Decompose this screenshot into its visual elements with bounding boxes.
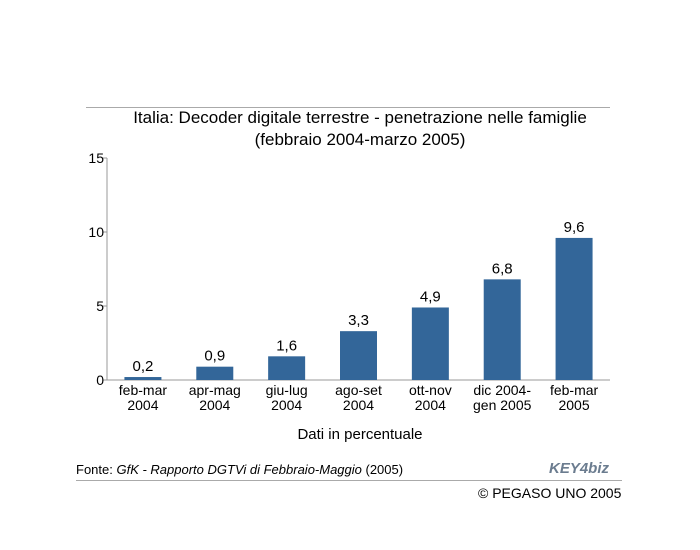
x-tick-label: 2004	[199, 397, 230, 413]
y-tick-label: 10	[88, 224, 104, 240]
y-tick-label: 0	[96, 372, 104, 388]
bar	[124, 377, 162, 380]
bar	[411, 307, 449, 380]
bar	[268, 356, 306, 380]
bar	[340, 331, 377, 380]
source-italic: GfK - Rapporto DGTVi di Febbraio-Maggio	[116, 462, 362, 477]
x-tick-label: gen 2005	[473, 397, 532, 413]
x-tick-label: 2004	[343, 397, 374, 413]
source-note: Fonte: GfK - Rapporto DGTVi di Febbraio-…	[76, 462, 403, 477]
copyright-note: © PEGASO UNO 2005	[478, 485, 622, 501]
footer-rule	[76, 480, 622, 481]
data-label: 1,6	[276, 337, 297, 354]
data-label: 0,9	[204, 348, 225, 365]
x-tick-label: giu-lug	[266, 382, 308, 398]
data-label: 0,2	[132, 358, 153, 375]
source-prefix: Fonte:	[76, 462, 117, 477]
y-tick-label: 5	[96, 298, 104, 314]
x-tick-label: 2004	[415, 397, 446, 413]
bar	[483, 279, 521, 380]
y-tick-label: 15	[88, 150, 104, 166]
title-top-rule	[86, 107, 610, 108]
x-tick-label: feb-mar	[550, 382, 599, 398]
data-label: 3,3	[348, 312, 369, 329]
x-tick-label: feb-mar	[119, 382, 168, 398]
logo-text: KEY4biz	[549, 460, 610, 477]
x-tick-label: 2005	[558, 397, 589, 413]
chart-subtitle: (febbraio 2004-marzo 2005)	[254, 130, 466, 149]
data-label: 4,9	[420, 288, 441, 305]
x-tick-label: ago-set	[335, 382, 382, 398]
data-label: 6,8	[492, 260, 513, 277]
bar	[555, 237, 593, 380]
key4biz-logo: KEY4biz	[549, 460, 610, 477]
x-tick-label: apr-mag	[189, 382, 241, 398]
chart-title: Italia: Decoder digitale terrestre - pen…	[133, 108, 587, 127]
x-tick-label: dic 2004-	[473, 382, 531, 398]
data-label: 9,6	[564, 219, 585, 236]
x-tick-label: 2004	[127, 397, 158, 413]
x-tick-label: ott-nov	[409, 382, 452, 398]
bar	[196, 366, 234, 380]
x-tick-label: 2004	[271, 397, 302, 413]
x-axis-label: Dati in percentuale	[297, 426, 423, 443]
source-suffix: (2005)	[361, 462, 404, 477]
